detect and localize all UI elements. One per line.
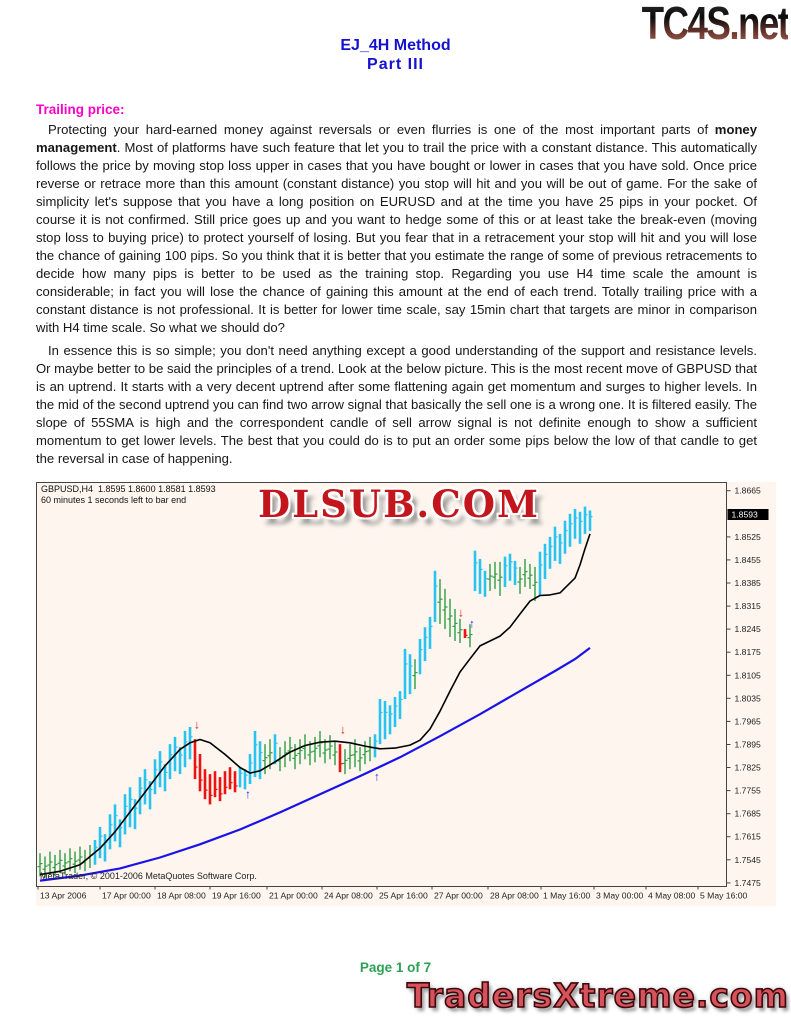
svg-text:1.8175: 1.8175 <box>735 647 762 657</box>
svg-text:1.7615: 1.7615 <box>735 832 762 842</box>
price-chart-figure: ↓ ↑ ↓ ↑ ↓ ↑ 1.8665 1.8525 1.8455 1.8385 1.8315 1.82… <box>36 482 776 907</box>
svg-text:1.8455: 1.8455 <box>735 555 762 565</box>
svg-text:1.8665: 1.8665 <box>735 486 762 496</box>
metatrader-copyright: MetaTrader, © 2001-2006 MetaQuotes Softw… <box>40 871 257 881</box>
svg-text:1.8315: 1.8315 <box>735 601 762 611</box>
svg-text:1.8245: 1.8245 <box>735 624 762 634</box>
svg-text:↑: ↑ <box>374 769 380 783</box>
section-heading: Trailing price: <box>36 102 125 117</box>
svg-text:4 May 08:00: 4 May 08:00 <box>648 891 696 901</box>
svg-text:3 May 00:00: 3 May 00:00 <box>596 891 644 901</box>
body-paragraph-1: Protecting your hard-earned money agains… <box>36 121 757 337</box>
dlsub-watermark: DLSUB.COM <box>258 482 540 526</box>
svg-text:13 Apr 2006: 13 Apr 2006 <box>40 891 87 901</box>
svg-text:1.7755: 1.7755 <box>735 786 762 796</box>
svg-text:1.8525: 1.8525 <box>735 532 762 542</box>
chart-ohlc-line: GBPUSD,H4 1.8595 1.8600 1.8581 1.8593 <box>41 484 216 494</box>
body-paragraph-2: In essence this is so simple; you don't … <box>36 343 758 466</box>
svg-text:1.7895: 1.7895 <box>735 740 762 750</box>
price-chart: ↓ ↑ ↓ ↑ ↓ ↑ 1.8665 1.8525 1.8455 1.8385 1.8315 1.82… <box>36 482 776 906</box>
svg-text:1.8035: 1.8035 <box>735 693 762 703</box>
svg-text:17 Apr 00:00: 17 Apr 00:00 <box>102 891 151 901</box>
svg-text:5 May 16:00: 5 May 16:00 <box>700 891 748 901</box>
svg-text:1.7825: 1.7825 <box>735 763 762 773</box>
svg-text:1.7685: 1.7685 <box>735 809 762 819</box>
svg-text:19 Apr 16:00: 19 Apr 16:00 <box>212 891 261 901</box>
svg-text:↑: ↑ <box>469 617 475 631</box>
svg-text:1.7475: 1.7475 <box>735 878 762 888</box>
page-title-line1: EJ_4H Method <box>340 37 451 54</box>
svg-text:25 Apr 16:00: 25 Apr 16:00 <box>379 891 428 901</box>
svg-text:↓: ↓ <box>340 723 346 737</box>
chart-symbol-info: GBPUSD,H4 1.8595 1.8600 1.8581 1.8593 60 … <box>41 484 216 505</box>
svg-text:1.7965: 1.7965 <box>735 716 762 726</box>
svg-text:28 Apr 08:00: 28 Apr 08:00 <box>490 891 539 901</box>
svg-text:1.8593: 1.8593 <box>732 510 759 520</box>
svg-text:21 Apr 00:00: 21 Apr 00:00 <box>269 891 318 901</box>
svg-text:27 Apr 00:00: 27 Apr 00:00 <box>434 891 483 901</box>
svg-text:1.8105: 1.8105 <box>735 670 762 680</box>
page-indicator: Page 1 of 7 <box>359 960 432 975</box>
page-title-line2: Part III <box>367 56 424 73</box>
paragraph-1-text: Protecting your hard-earned money agains… <box>48 122 715 137</box>
tc4s-logo: TC4S.net <box>641 0 789 49</box>
svg-text:↓: ↓ <box>458 606 464 620</box>
svg-text:24 Apr 08:00: 24 Apr 08:00 <box>324 891 373 901</box>
page-title: EJ_4H Method Part III <box>0 36 791 74</box>
svg-text:1.7545: 1.7545 <box>735 855 762 865</box>
svg-text:1 May 16:00: 1 May 16:00 <box>543 891 591 901</box>
svg-text:18 Apr 08:00: 18 Apr 08:00 <box>157 891 206 901</box>
paragraph-1-bold-phrase: money management <box>36 122 757 155</box>
svg-text:↑: ↑ <box>245 787 251 801</box>
svg-text:↓: ↓ <box>194 718 200 732</box>
chart-countdown: 60 minutes 1 seconds left to bar end <box>41 494 187 505</box>
paragraph-1-rest: . Most of platforms have such feature th… <box>36 140 757 335</box>
tradersxtreme-logo: TradersXtreme.com <box>406 975 789 1016</box>
svg-text:1.8385: 1.8385 <box>735 578 762 588</box>
